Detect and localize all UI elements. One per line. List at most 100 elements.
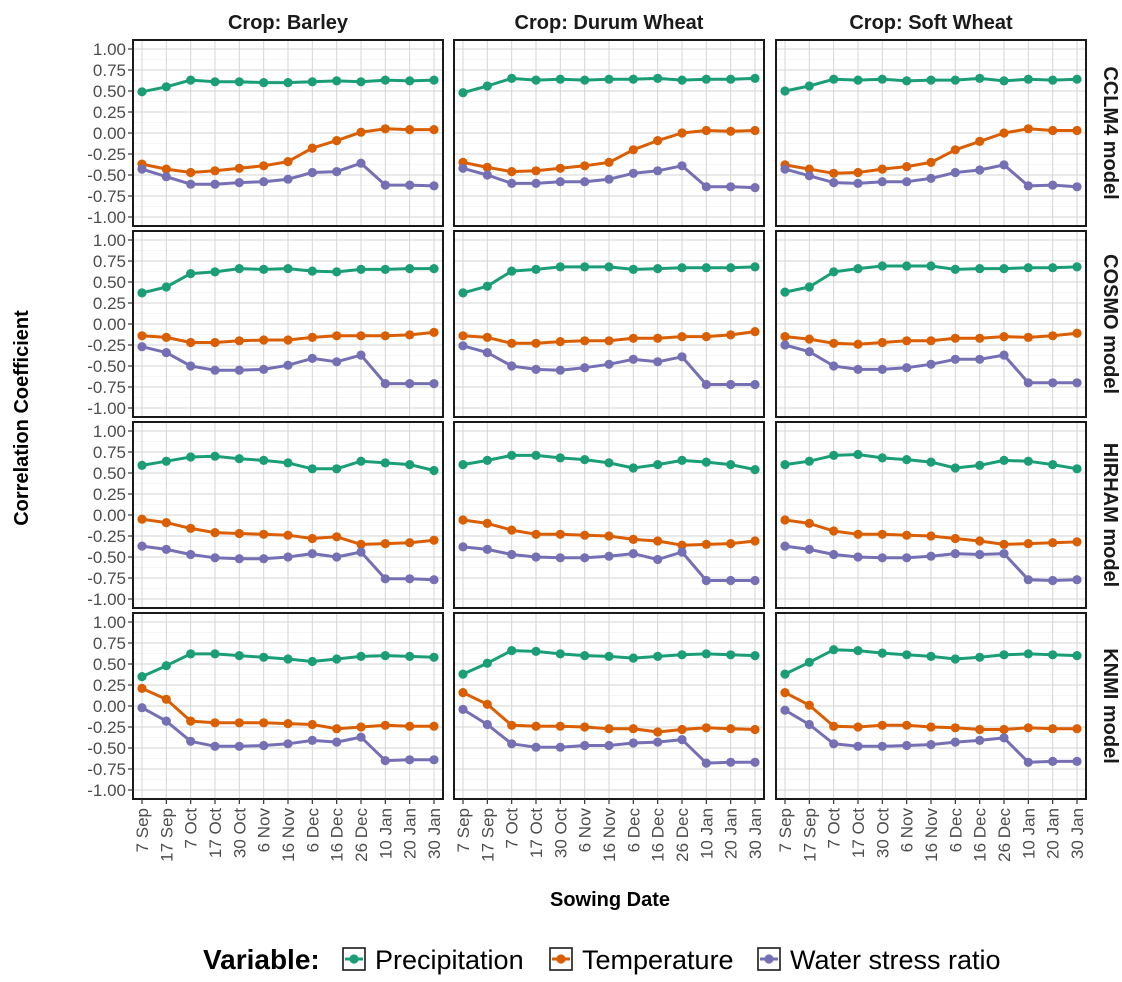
data-point-temperature <box>829 168 839 178</box>
data-point-water_stress <box>628 549 638 559</box>
data-point-precipitation <box>531 264 541 274</box>
data-point-temperature <box>804 700 814 710</box>
data-point-temperature <box>580 336 590 346</box>
data-point-water_stress <box>307 353 317 363</box>
data-point-precipitation <box>1023 74 1033 84</box>
data-point-temperature <box>259 335 269 345</box>
data-point-precipitation <box>902 650 912 660</box>
data-point-water_stress <box>259 554 269 564</box>
data-point-water_stress <box>380 180 390 190</box>
panel-cosmo-barley <box>132 230 444 418</box>
strip-label-knmi: KNMI model <box>1099 648 1121 764</box>
data-point-water_stress <box>853 741 863 751</box>
data-point-water_stress <box>307 735 317 746</box>
data-point-temperature <box>1023 124 1033 134</box>
legend: Variable: Precipitation Temperature Water s… <box>203 944 1001 975</box>
data-point-temperature <box>999 332 1009 342</box>
panel-border <box>453 230 765 418</box>
data-point-precipitation <box>701 263 711 273</box>
data-point-precipitation <box>950 654 960 664</box>
data-point-water_stress <box>829 549 839 560</box>
data-point-temperature <box>1023 723 1033 733</box>
y-tick-label: 1.00 <box>93 422 126 441</box>
data-point-precipitation <box>999 76 1009 86</box>
data-point-water_stress <box>853 178 863 188</box>
data-point-precipitation <box>161 82 171 92</box>
data-point-temperature <box>902 336 912 346</box>
x-tick-label: 6 Nov <box>898 808 917 853</box>
data-point-water_stress <box>604 551 614 561</box>
y-tick-label: -1.00 <box>87 590 126 609</box>
data-point-precipitation <box>458 288 468 298</box>
y-tick-label: -0.25 <box>87 718 126 737</box>
y-tick-label: -0.75 <box>87 187 126 206</box>
data-point-precipitation <box>332 464 342 474</box>
data-point-water_stress <box>1072 182 1082 192</box>
data-point-water_stress <box>555 553 565 563</box>
data-point-temperature <box>780 515 790 525</box>
data-point-temperature <box>482 332 492 342</box>
y-tick-label: -1.00 <box>87 208 126 227</box>
data-point-water_stress <box>283 360 293 370</box>
data-point-precipitation <box>458 460 468 470</box>
y-tick-label: 0.75 <box>93 252 126 271</box>
x-tick-label: 16 Nov <box>600 808 619 862</box>
data-point-precipitation <box>1048 263 1058 273</box>
data-point-precipitation <box>405 76 415 86</box>
data-point-temperature <box>999 128 1009 138</box>
data-point-water_stress <box>507 739 517 749</box>
panel-knmi-soft <box>775 612 1087 800</box>
data-point-water_stress <box>877 364 887 374</box>
x-tick-label: 7 Oct <box>825 808 844 849</box>
data-point-water_stress <box>653 166 663 176</box>
data-point-temperature <box>701 125 711 136</box>
data-point-temperature <box>210 337 220 348</box>
data-point-water_stress <box>926 551 936 561</box>
data-point-precipitation <box>628 74 638 84</box>
data-point-water_stress <box>507 549 517 560</box>
data-point-precipitation <box>405 651 415 662</box>
data-point-temperature <box>653 333 663 343</box>
legend-title: Variable: <box>203 944 320 975</box>
data-point-temperature <box>307 143 317 153</box>
data-point-precipitation <box>186 269 196 279</box>
x-tick-label: 26 Dec <box>673 808 692 862</box>
legend-label-precipitation: Precipitation <box>375 945 524 975</box>
data-point-temperature <box>701 723 711 733</box>
data-point-temperature <box>186 523 196 534</box>
data-point-temperature <box>750 536 760 546</box>
data-point-temperature <box>1048 538 1058 548</box>
data-point-temperature <box>804 334 814 344</box>
data-point-temperature <box>186 716 196 726</box>
data-point-precipitation <box>902 76 912 86</box>
legend-key-point <box>764 954 774 964</box>
y-tick-label: 0.75 <box>93 61 126 80</box>
y-tick-label: -0.25 <box>87 527 126 546</box>
x-tick-label: 30 Oct <box>230 808 249 858</box>
data-point-precipitation <box>186 75 196 85</box>
x-tick-label: 6 Dec <box>946 808 965 853</box>
data-point-temperature <box>161 694 171 704</box>
data-point-temperature <box>380 539 390 549</box>
y-tick-label: 0.75 <box>93 634 126 653</box>
data-point-water_stress <box>877 741 887 751</box>
data-point-precipitation <box>877 453 887 463</box>
data-point-water_stress <box>482 170 492 180</box>
x-tick-label: 30 Jan <box>425 808 444 859</box>
data-point-precipitation <box>853 646 863 656</box>
data-point-temperature <box>356 539 366 550</box>
data-point-temperature <box>482 162 492 172</box>
data-point-temperature <box>307 719 317 730</box>
data-point-temperature <box>429 327 439 337</box>
data-point-temperature <box>458 688 468 698</box>
data-point-water_stress <box>210 179 220 189</box>
data-point-temperature <box>726 330 736 340</box>
y-tick-label: 0.00 <box>93 506 126 525</box>
panel-knmi-barley <box>132 612 444 800</box>
data-point-temperature <box>677 128 687 138</box>
data-point-temperature <box>482 699 492 709</box>
data-point-water_stress <box>186 736 196 746</box>
data-point-temperature <box>653 727 663 737</box>
data-point-temperature <box>877 164 887 174</box>
